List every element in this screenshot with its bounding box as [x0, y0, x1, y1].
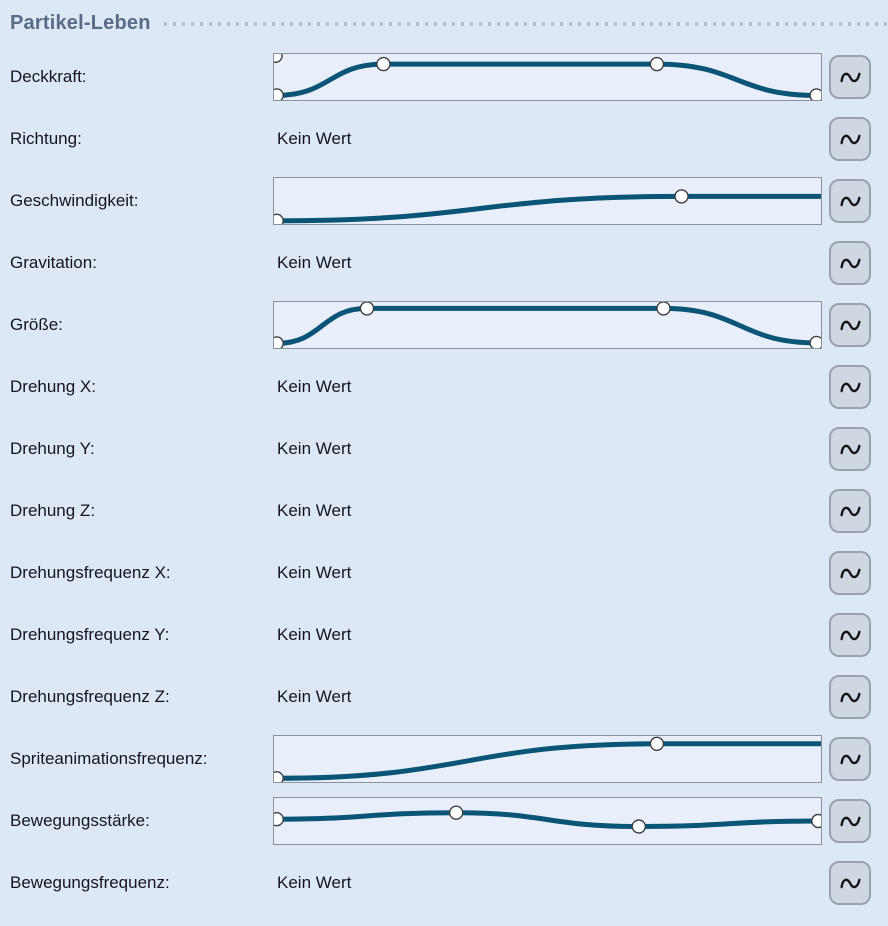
curve-control-point[interactable] — [656, 302, 671, 316]
row: Drehung X: Kein Wert — [0, 356, 888, 418]
curve-edit-button[interactable] — [829, 427, 871, 471]
curve-control-point[interactable] — [274, 54, 283, 63]
curve-edit-button[interactable] — [829, 737, 871, 781]
curve-path — [276, 810, 819, 830]
sine-wave-icon — [839, 816, 861, 826]
curve-editor[interactable] — [273, 301, 822, 349]
curve-control-point[interactable] — [809, 335, 821, 348]
curve-edit-button[interactable] — [829, 799, 871, 843]
curve-control-point[interactable] — [809, 88, 821, 100]
sine-wave-icon — [839, 692, 861, 702]
no-value-text: Kein Wert — [277, 687, 352, 706]
row: Geschwindigkeit: — [0, 170, 888, 232]
curve-control-point[interactable] — [631, 819, 646, 834]
curve-path — [276, 741, 821, 781]
curve-edit-button[interactable] — [829, 365, 871, 409]
row: Bewegungsfrequenz: Kein Wert — [0, 852, 888, 914]
curve-control-point[interactable] — [274, 336, 284, 348]
curve-path — [276, 193, 821, 224]
panel-title: Partikel-Leben — [10, 11, 151, 34]
curve-control-point[interactable] — [376, 56, 391, 72]
no-value-text: Kein Wert — [277, 253, 352, 272]
row-label: Größe: — [10, 315, 63, 334]
no-value-text: Kein Wert — [277, 129, 352, 148]
sine-wave-icon — [839, 196, 861, 206]
row: Drehungsfrequenz Y: Kein Wert — [0, 604, 888, 666]
row-label: Drehungsfrequenz Z: — [10, 687, 170, 706]
row-label: Drehung Y: — [10, 439, 95, 458]
row: Drehung Y: Kein Wert — [0, 418, 888, 480]
curve-control-point[interactable] — [649, 56, 665, 72]
row-label: Drehungsfrequenz Y: — [10, 625, 170, 644]
curve-edit-button[interactable] — [829, 55, 871, 99]
no-value-text: Kein Wert — [277, 563, 352, 582]
curve-path — [276, 61, 817, 98]
row: Bewegungsstärke: — [0, 790, 888, 852]
curve-editor[interactable] — [273, 177, 822, 225]
curve-control-point[interactable] — [674, 189, 689, 204]
curve-edit-button[interactable] — [829, 489, 871, 533]
curve-edit-button[interactable] — [829, 861, 871, 905]
sine-wave-icon — [839, 754, 861, 764]
sine-wave-icon — [839, 72, 861, 82]
row: Spriteanimationsfrequenz: — [0, 728, 888, 790]
row: Deckkraft: — [0, 46, 888, 108]
no-value-text: Kein Wert — [277, 501, 352, 520]
curve-edit-button[interactable] — [829, 117, 871, 161]
curve-control-point[interactable] — [274, 771, 284, 782]
curve-control-point[interactable] — [448, 805, 464, 820]
row-label: Richtung: — [10, 129, 82, 148]
panel-header: Partikel-Leben — [0, 0, 888, 46]
sine-wave-icon — [839, 506, 861, 516]
curve-edit-button[interactable] — [829, 551, 871, 595]
curve-control-point[interactable] — [359, 302, 375, 316]
no-value-text: Kein Wert — [277, 439, 352, 458]
curve-edit-button[interactable] — [829, 613, 871, 657]
row: Größe: — [0, 294, 888, 356]
sine-wave-icon — [839, 320, 861, 330]
sine-wave-icon — [839, 134, 861, 144]
curve-path — [276, 305, 817, 346]
sine-wave-icon — [839, 878, 861, 888]
row-label: Deckkraft: — [10, 67, 87, 86]
sine-wave-icon — [839, 630, 861, 640]
curve-editor[interactable] — [273, 797, 822, 845]
curve-editor[interactable] — [273, 53, 822, 101]
no-value-text: Kein Wert — [277, 377, 352, 396]
curve-edit-button[interactable] — [829, 179, 871, 223]
curve-edit-button[interactable] — [829, 241, 871, 285]
sine-wave-icon — [839, 382, 861, 392]
row: Drehungsfrequenz X: Kein Wert — [0, 542, 888, 604]
curve-edit-button[interactable] — [829, 675, 871, 719]
row-label: Drehung Z: — [10, 501, 96, 520]
curve-control-point[interactable] — [274, 213, 284, 224]
row-label: Drehung X: — [10, 377, 96, 396]
row: Gravitation: Kein Wert — [0, 232, 888, 294]
dotted-divider — [163, 22, 888, 26]
curve-control-point[interactable] — [274, 812, 284, 827]
row-label: Geschwindigkeit: — [10, 191, 139, 210]
no-value-text: Kein Wert — [277, 625, 352, 644]
curve-edit-button[interactable] — [829, 303, 871, 347]
row: Richtung: Kein Wert — [0, 108, 888, 170]
no-value-text: Kein Wert — [277, 873, 352, 892]
row-label: Gravitation: — [10, 253, 97, 272]
row: Drehung Z: Kein Wert — [0, 480, 888, 542]
sine-wave-icon — [839, 444, 861, 454]
row-label: Bewegungsstärke: — [10, 811, 150, 830]
sine-wave-icon — [839, 258, 861, 268]
row-label: Bewegungsfrequenz: — [10, 873, 170, 892]
curve-control-point[interactable] — [811, 813, 821, 829]
curve-editor[interactable] — [273, 735, 822, 783]
curve-control-point[interactable] — [274, 88, 284, 100]
row-label: Drehungsfrequenz X: — [10, 563, 171, 582]
sine-wave-icon — [839, 568, 861, 578]
rows: Deckkraft: Richtung: Kein Wert Geschwindigk… — [0, 46, 888, 914]
row: Drehungsfrequenz Z: Kein Wert — [0, 666, 888, 728]
curve-control-point[interactable] — [649, 736, 665, 752]
row-label: Spriteanimationsfrequenz: — [10, 749, 208, 768]
